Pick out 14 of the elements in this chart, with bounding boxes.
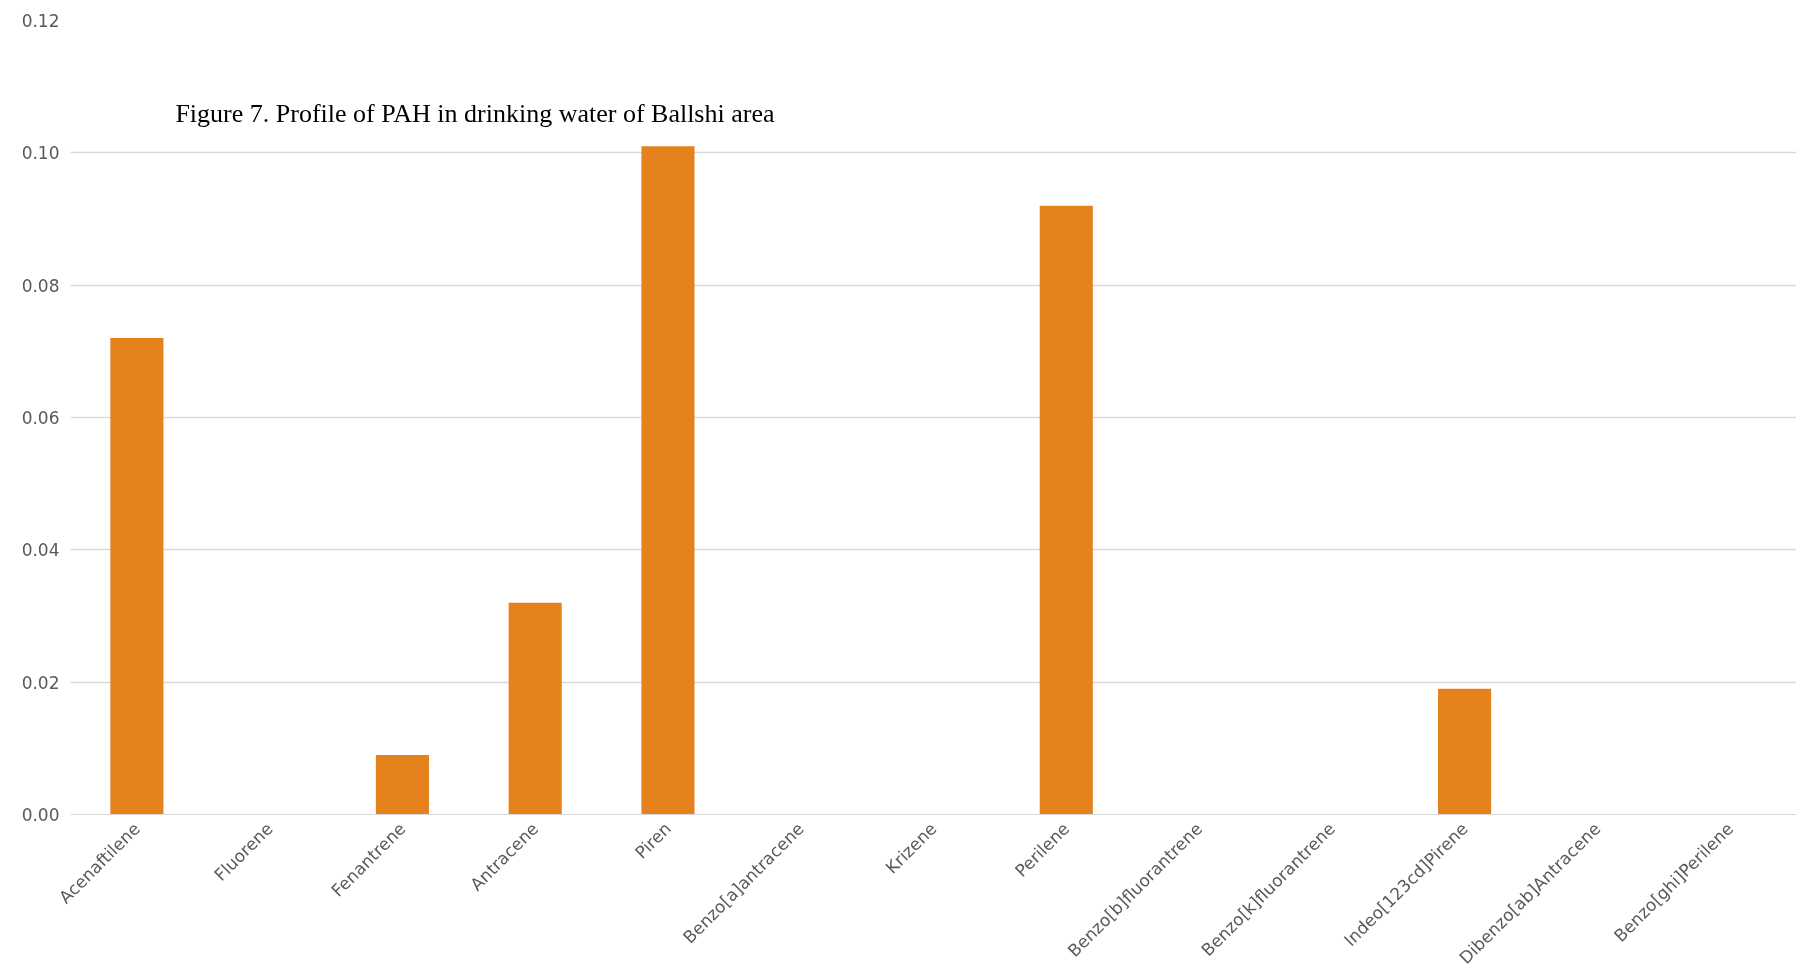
y-tick-label: 0.12 (21, 11, 60, 31)
y-tick-label: 0.10 (21, 143, 60, 164)
bar (508, 602, 562, 815)
y-tick-label: 0.06 (21, 408, 60, 428)
bar (110, 338, 164, 815)
y-tick-label: 0.02 (21, 672, 60, 693)
bar (1039, 205, 1093, 815)
bar (1438, 688, 1492, 815)
y-tick-label: 0.04 (21, 540, 60, 561)
y-tick-label: 0.08 (21, 275, 60, 296)
bar (641, 146, 695, 815)
text: Figure 7. Profile of PAH in drinking water of Ballshi area (175, 98, 775, 128)
bar (375, 754, 429, 815)
y-tick-label: 0.00 (21, 805, 60, 825)
